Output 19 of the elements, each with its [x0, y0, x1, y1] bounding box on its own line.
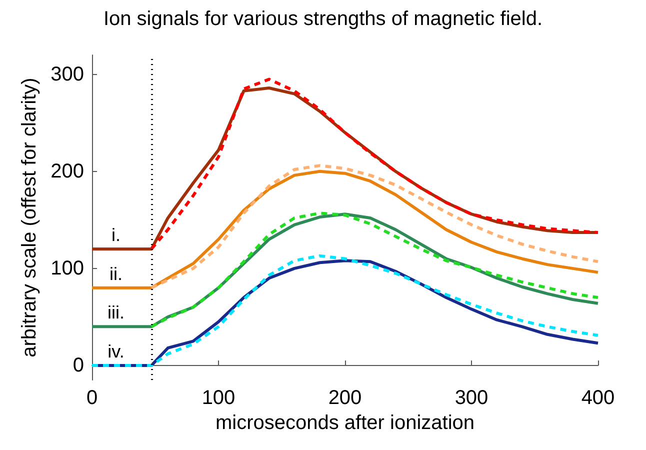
line-series	[90, 170, 600, 290]
y-axis-title: arbitrary scale (offest for clarity)	[18, 78, 41, 358]
x-tick-label: 100	[202, 387, 236, 409]
annotation: i.	[112, 225, 120, 246]
annotation: iv.	[108, 341, 124, 362]
y-tick-label: 100	[50, 257, 84, 280]
chart-title: Ion signals for various strengths of magnetic field.	[103, 8, 543, 30]
x-tick-label: 200	[328, 387, 362, 409]
line-series	[150, 78, 600, 251]
annotation: ii.	[110, 264, 122, 284]
y-tick-label: 200	[50, 160, 84, 182]
annotation: iii.	[108, 302, 124, 323]
line-series	[150, 164, 600, 290]
x-axis-title: microseconds after ionization	[215, 412, 475, 434]
y-tick-label: 0	[72, 354, 84, 376]
x-tick-label: 300	[454, 387, 488, 409]
y-tick-label: 300	[50, 63, 84, 86]
x-tick-label: 400	[581, 387, 615, 409]
x-tick-label: 0	[86, 387, 98, 409]
